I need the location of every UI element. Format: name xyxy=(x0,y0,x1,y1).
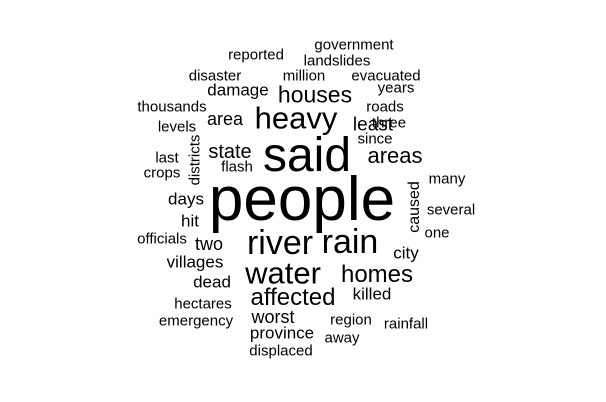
word: districts xyxy=(186,134,204,186)
word: several xyxy=(426,201,476,219)
word: houses xyxy=(277,81,353,108)
word: emergency xyxy=(158,312,234,330)
word: river xyxy=(246,224,314,262)
word: city xyxy=(393,243,419,263)
word: rainfall xyxy=(383,315,429,333)
word: areas xyxy=(367,143,423,168)
word: last xyxy=(155,149,179,167)
word: government xyxy=(314,36,394,54)
word: hectares xyxy=(174,295,232,313)
word: evacuated xyxy=(351,67,421,85)
word: reported xyxy=(228,46,284,64)
word: least xyxy=(352,114,394,136)
word: water xyxy=(245,255,321,291)
word: many xyxy=(428,170,466,188)
word: days xyxy=(168,189,204,209)
word: killed xyxy=(352,284,392,304)
word: province xyxy=(249,323,315,343)
word: years xyxy=(377,79,415,97)
word: homes xyxy=(340,261,414,288)
word: hit xyxy=(181,211,199,231)
word: crops xyxy=(143,164,181,182)
word: levels xyxy=(157,118,197,136)
word: villages xyxy=(166,252,224,272)
word: displaced xyxy=(249,342,313,360)
word: dead xyxy=(193,272,231,292)
word: state xyxy=(208,141,252,163)
word: region xyxy=(330,311,372,329)
word: since xyxy=(357,130,393,148)
word: landslides xyxy=(303,52,371,70)
word: rain xyxy=(321,223,379,261)
word: roads xyxy=(366,98,404,116)
word: said xyxy=(262,129,352,182)
word: three xyxy=(371,114,407,132)
word: flash xyxy=(221,158,253,176)
word: million xyxy=(282,67,326,85)
word: heavy xyxy=(254,100,338,136)
word: disaster xyxy=(188,67,242,85)
word: damage xyxy=(207,80,269,100)
word: thousands xyxy=(137,98,207,116)
word: worst xyxy=(251,307,295,327)
word: away xyxy=(324,329,360,347)
word: one xyxy=(424,224,450,242)
word: people xyxy=(208,165,396,234)
word: area xyxy=(206,109,244,129)
word: officials xyxy=(137,230,187,248)
word: two xyxy=(194,234,224,254)
word: caused xyxy=(406,181,423,233)
word: affected xyxy=(250,284,336,311)
